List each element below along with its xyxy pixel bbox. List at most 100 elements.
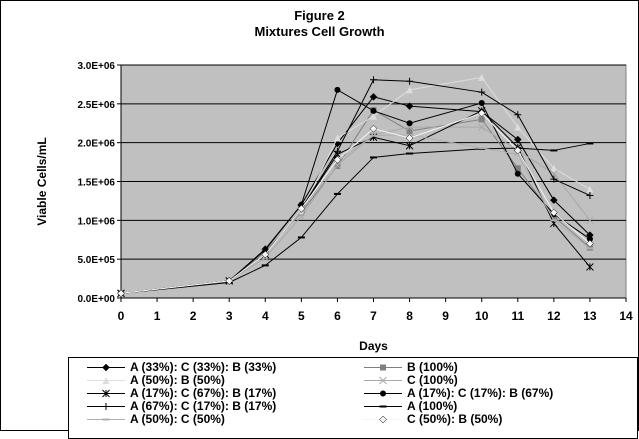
y-tick-label: 1.5E+06 [77, 178, 115, 189]
data-point [369, 124, 378, 133]
data-point [333, 155, 342, 164]
legend-swatch [87, 363, 125, 372]
x-tick-label: 0 [118, 309, 125, 323]
y-tick-label: 2.5E+06 [77, 100, 115, 111]
data-point [225, 277, 234, 285]
data-point [405, 102, 414, 111]
x-tick-label: 4 [262, 309, 269, 323]
data-point [550, 219, 558, 222]
y-tick-label: 5.0E+05 [77, 255, 115, 266]
data-point [514, 170, 521, 177]
legend-swatch [87, 418, 125, 421]
legend-marker [379, 415, 387, 424]
data-point [370, 112, 377, 120]
legend-item: A (33%): C (33%): B (33%) [85, 361, 355, 374]
x-tick-label: 10 [475, 309, 489, 323]
series-10 [117, 109, 594, 298]
x-tick-label: 12 [547, 309, 561, 323]
data-point [370, 107, 377, 114]
data-point [406, 128, 413, 135]
y-tick-label: 1.0E+06 [77, 216, 115, 227]
data-point [478, 147, 486, 150]
legend-marker [380, 390, 386, 397]
x-tick-label: 6 [334, 309, 341, 323]
legend-marker [102, 377, 110, 384]
x-tick-label: 11 [511, 309, 524, 323]
legend: A (33%): C (33%): B (33%) B (100%) A (50%)… [68, 357, 638, 439]
legend-marker [380, 364, 386, 371]
data-point [550, 208, 558, 217]
data-point [406, 152, 414, 155]
data-point [586, 247, 594, 250]
data-point [586, 191, 594, 199]
legend-label: A (50%): B (50%) [130, 373, 225, 387]
data-point [262, 246, 269, 253]
legend-swatch [364, 390, 402, 397]
data-point [406, 86, 414, 94]
data-point [478, 88, 486, 96]
data-point [513, 135, 522, 144]
legend-marker [102, 389, 110, 398]
data-point [261, 264, 269, 267]
legend-swatch [87, 389, 125, 398]
data-point [370, 76, 377, 84]
x-axis-label: Days [359, 339, 388, 353]
data-point [333, 134, 341, 142]
data-point [586, 263, 594, 271]
data-point [586, 239, 594, 248]
legend-item: A (100%) [362, 400, 632, 413]
x-tick-label: 2 [190, 309, 197, 323]
legend-label: A (100%) [407, 399, 458, 413]
y-axis-label: Viable Cells/mL [35, 137, 49, 225]
data-point [586, 235, 593, 242]
legend-label: A (67%): C (17%): B (17%) [130, 399, 277, 413]
legend-swatch [87, 377, 125, 384]
legend-marker [102, 403, 110, 410]
legend-label: A (33%): C (33%): B (33%) [130, 360, 277, 374]
legend-item: C (100%) [362, 374, 632, 387]
data-point [550, 196, 558, 204]
legend-label: A (50%): C (50%) [130, 412, 225, 426]
data-point [334, 86, 341, 93]
data-point [550, 169, 558, 178]
legend-label: C (100%) [407, 373, 458, 387]
x-tick-label: 8 [406, 309, 413, 323]
data-point [514, 153, 522, 156]
data-point [477, 123, 486, 131]
data-point [586, 216, 594, 225]
legend-swatch [364, 405, 402, 408]
data-point [405, 141, 414, 150]
data-point [514, 165, 521, 172]
data-point [297, 236, 305, 239]
legend-item: A (17%): C (67%): B (17%) [85, 387, 355, 400]
data-point [297, 204, 306, 213]
y-tick-label: 2.0E+06 [77, 139, 115, 150]
data-point [369, 92, 378, 101]
x-tick-label: 3 [226, 309, 233, 323]
data-point [370, 156, 377, 159]
data-point [406, 120, 413, 127]
x-tick-label: 5 [298, 309, 305, 323]
legend-marker [102, 363, 110, 372]
legend-swatch [364, 376, 402, 385]
legend-item: C (50%): B (50%) [362, 413, 632, 426]
data-point [550, 164, 558, 172]
legend-label: C (50%): B (50%) [407, 412, 503, 426]
data-point [117, 289, 125, 298]
data-point [550, 149, 558, 152]
legend-marker [379, 376, 387, 385]
legend-item: A (17%): C (17%): B (67%) [362, 387, 632, 400]
data-point [261, 250, 270, 259]
data-point [333, 147, 341, 155]
legend-marker [102, 418, 110, 421]
data-point [478, 100, 485, 107]
data-point [550, 175, 558, 183]
x-tick-label: 9 [442, 309, 449, 323]
data-point [586, 185, 594, 193]
data-point [513, 146, 522, 155]
y-tick-label: 0.0E+00 [77, 294, 115, 305]
data-point [333, 192, 341, 195]
x-tick-label: 7 [370, 309, 377, 323]
chart-subtitle: Mixtures Cell Growth [254, 24, 385, 39]
